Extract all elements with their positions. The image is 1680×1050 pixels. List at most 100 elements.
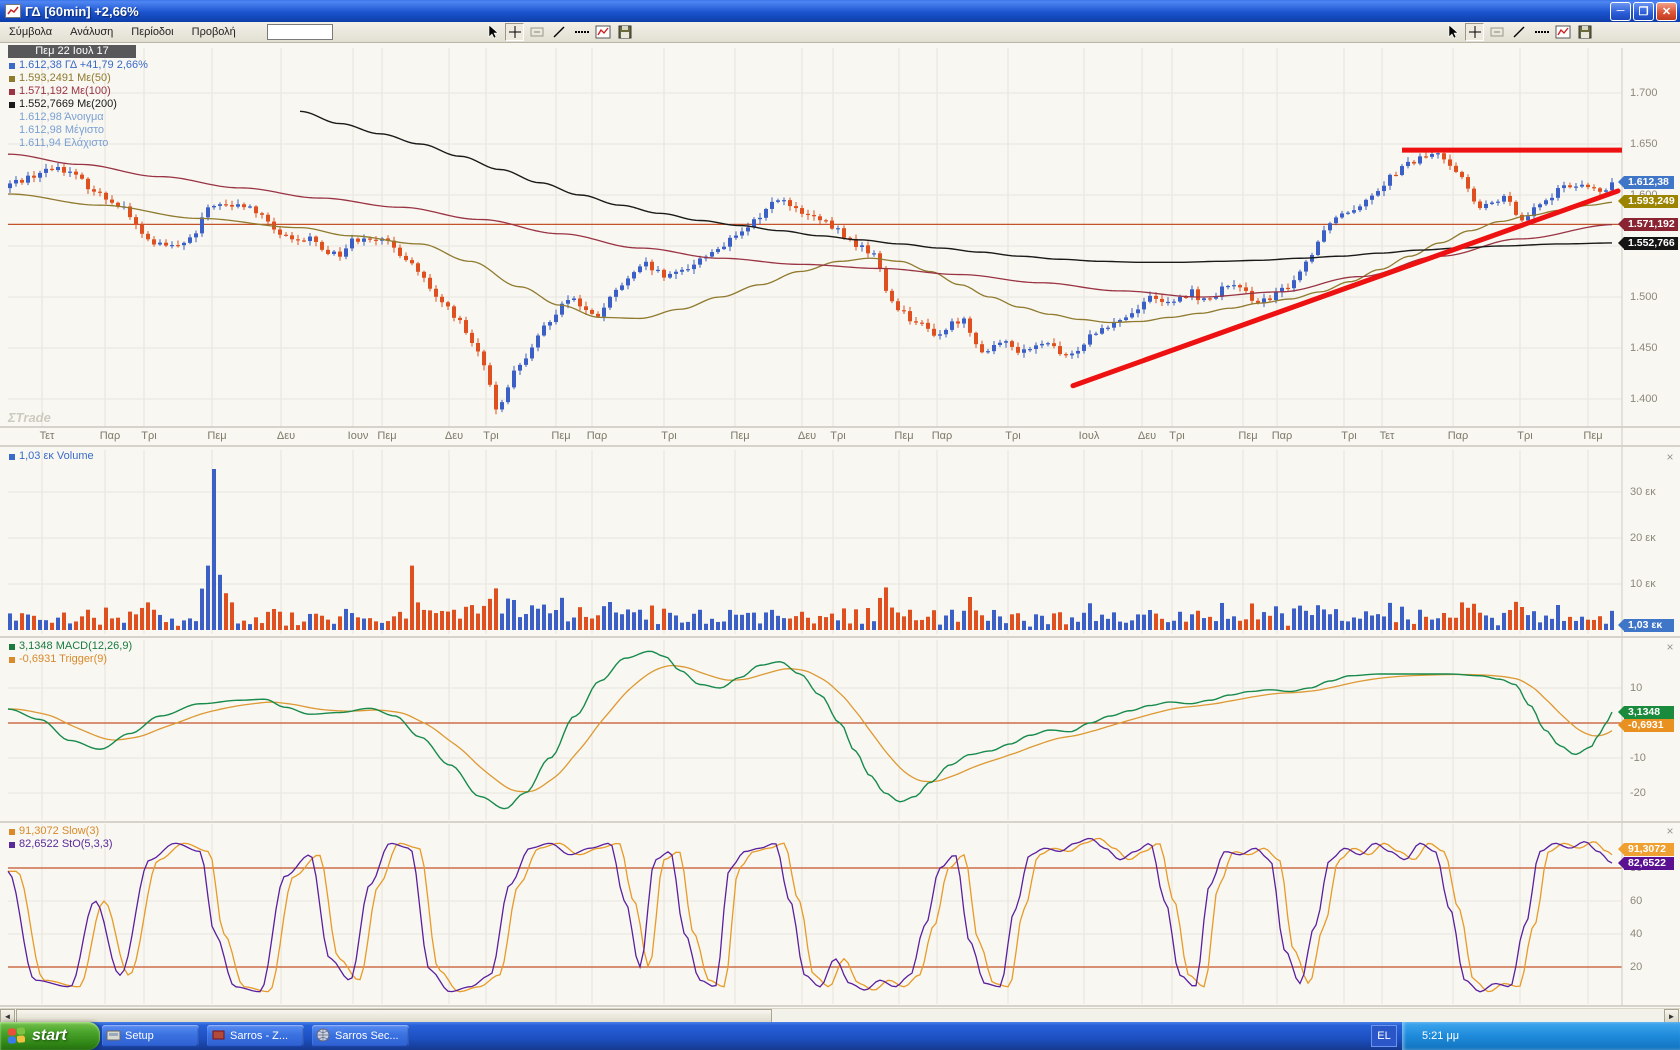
cursor-tool-icon[interactable] bbox=[1443, 23, 1462, 41]
minimize-button[interactable]: ─ bbox=[1610, 1, 1631, 21]
price-axis-tick: 1.650 bbox=[1630, 138, 1658, 150]
save-tool-icon[interactable] bbox=[615, 23, 634, 41]
region-tool-icon[interactable] bbox=[1487, 23, 1506, 41]
price-legend-marker-icon bbox=[9, 101, 15, 108]
scroll-right-button[interactable]: ► bbox=[1664, 1009, 1679, 1023]
volume-axis-tick: 10 εκ bbox=[1630, 578, 1656, 590]
stoch-legend-marker-icon bbox=[9, 841, 15, 848]
x-axis-label: Παρ bbox=[1447, 430, 1469, 442]
x-axis-label: Τρι bbox=[1517, 430, 1533, 442]
volume-legend-marker-icon bbox=[9, 453, 15, 460]
x-axis-label: Ιουλ bbox=[1078, 430, 1100, 442]
price-legend-row: 1.571,192 Με(100) bbox=[8, 85, 111, 98]
toolbar-group-right bbox=[1443, 23, 1594, 41]
symbol-input[interactable] bbox=[266, 24, 333, 40]
x-axis-label: Πεμ bbox=[730, 430, 750, 442]
taskbar-button-2[interactable]: Sarros - Z... bbox=[207, 1025, 304, 1047]
language-indicator[interactable]: EL bbox=[1371, 1025, 1397, 1047]
scroll-left-button[interactable]: ◄ bbox=[0, 1009, 15, 1023]
volume-legend-row: 1,03 εκ Volume bbox=[8, 450, 94, 463]
x-axis-label: Δευ bbox=[276, 430, 296, 442]
x-axis-label: Ιουν bbox=[347, 430, 369, 442]
taskbar-clock: 5:21 μμ bbox=[1422, 1030, 1460, 1042]
region-tool-icon[interactable] bbox=[527, 23, 546, 41]
stoch-axis-tick: 20 bbox=[1630, 961, 1643, 973]
price-axis-tick: 1.400 bbox=[1630, 393, 1658, 405]
volume-panel-close-icon[interactable]: × bbox=[1666, 450, 1674, 464]
price-tag: 1.571,192 bbox=[1618, 217, 1678, 231]
line-tool-icon[interactable] bbox=[1509, 23, 1528, 41]
menu-toolbar: Σύμβολα Ανάλυση Περίοδοι Προβολή bbox=[0, 22, 1680, 43]
window-title: ΓΔ [60min] +2,66% bbox=[25, 3, 139, 19]
cursor-tool-icon[interactable] bbox=[483, 23, 502, 41]
x-axis-label: Πεμ bbox=[894, 430, 914, 442]
menu-item-Ανάλυση[interactable]: Ανάλυση bbox=[70, 26, 114, 38]
chart-canvas[interactable] bbox=[0, 43, 1680, 1008]
macd-tag: -0,6931 bbox=[1618, 718, 1674, 732]
stoch-axis-tick: 40 bbox=[1630, 928, 1643, 940]
x-axis-label: Τετ bbox=[39, 430, 55, 442]
dotted-line-tool-icon[interactable] bbox=[571, 23, 590, 41]
line-tool-icon[interactable] bbox=[549, 23, 568, 41]
crosshair-tool-icon[interactable] bbox=[1465, 23, 1484, 41]
x-axis-label: Πεμ bbox=[1238, 430, 1258, 442]
dotted-line-tool-icon[interactable] bbox=[1531, 23, 1550, 41]
chart-area[interactable]: Πεμ 22 Ιουλ 17 1.612,38 ΓΔ +41,79 2,66% 1.… bbox=[0, 43, 1680, 1008]
price-tag: 1.552,766 bbox=[1618, 236, 1678, 250]
price-legend-row: 1.611,94 Ελάχιστο bbox=[19, 137, 109, 149]
price-tag: 1.593,249 bbox=[1618, 195, 1678, 209]
taskbar-button-1[interactable]: Setup bbox=[102, 1025, 199, 1047]
x-axis-label: Τρι bbox=[661, 430, 677, 442]
save-tool-icon[interactable] bbox=[1575, 23, 1594, 41]
stoch-tag: 91,3072 bbox=[1618, 842, 1674, 856]
scrollbar-thumb[interactable] bbox=[16, 1009, 772, 1023]
globe-icon bbox=[316, 1028, 331, 1045]
price-legend-marker-icon bbox=[9, 62, 15, 69]
taskbar: start Setup Sarros - Z... Sarros Sec... EL… bbox=[0, 1022, 1680, 1050]
price-legend-row: 1.612,98 Μέγιστο bbox=[19, 124, 104, 136]
macd-legend-row: -0,6931 Trigger(9) bbox=[8, 653, 107, 666]
x-axis-label: Τετ bbox=[1379, 430, 1395, 442]
x-axis-label: Παρ bbox=[931, 430, 953, 442]
system-tray: 5:21 μμ bbox=[1402, 1022, 1680, 1050]
title-bar: ΓΔ [60min] +2,66% ─ ❐ ✕ bbox=[0, 0, 1680, 22]
chart-tool-icon[interactable] bbox=[593, 23, 612, 41]
menu-item-Σύμβολα[interactable]: Σύμβολα bbox=[9, 26, 53, 38]
x-axis-label: Παρ bbox=[1271, 430, 1293, 442]
window-chart-icon bbox=[5, 4, 21, 18]
stoch-panel-close-icon[interactable]: × bbox=[1666, 824, 1674, 838]
volume-axis-tick: 20 εκ bbox=[1630, 532, 1656, 544]
chart-tool-icon[interactable] bbox=[1553, 23, 1572, 41]
start-button[interactable]: start bbox=[0, 1022, 100, 1050]
horizontal-scrollbar[interactable]: ◄ ► bbox=[0, 1008, 1680, 1023]
menu-item-Περίοδοι[interactable]: Περίοδοι bbox=[131, 26, 174, 38]
x-axis-label: Πεμ bbox=[1583, 430, 1603, 442]
macd-legend-marker-icon bbox=[9, 656, 15, 663]
stoch-tag: 82,6522 bbox=[1618, 857, 1674, 871]
x-axis-label: Δευ bbox=[797, 430, 817, 442]
x-axis-label: Τρι bbox=[1169, 430, 1185, 442]
price-tag: 1.612,38 bbox=[1618, 175, 1674, 189]
price-axis-tick: 1.500 bbox=[1630, 291, 1658, 303]
price-axis-tick: 1.700 bbox=[1630, 87, 1658, 99]
price-legend-marker-icon bbox=[9, 88, 15, 95]
x-axis-label: Τρι bbox=[830, 430, 846, 442]
close-button[interactable]: ✕ bbox=[1656, 1, 1677, 21]
macd-panel-close-icon[interactable]: × bbox=[1666, 640, 1674, 654]
price-axis-tick: 1.450 bbox=[1630, 342, 1658, 354]
x-axis-label: Παρ bbox=[586, 430, 608, 442]
stoch-legend-row: 91,3072 Slow(3) bbox=[8, 825, 99, 838]
x-axis-label: Τρι bbox=[1005, 430, 1021, 442]
restore-button[interactable]: ❐ bbox=[1633, 1, 1654, 21]
volume-tag: 1,03 εκ bbox=[1618, 618, 1674, 632]
windows-logo-icon bbox=[8, 1027, 26, 1045]
macd-axis-tick: -10 bbox=[1630, 752, 1646, 764]
menu-item-Προβολή[interactable]: Προβολή bbox=[191, 26, 236, 38]
x-axis-label: Τρι bbox=[1341, 430, 1357, 442]
taskbar-button-3[interactable]: Sarros Sec... bbox=[312, 1025, 409, 1047]
stoch-axis-tick: 60 bbox=[1630, 895, 1643, 907]
watermark: ΣTrade bbox=[8, 410, 51, 425]
crosshair-tool-icon[interactable] bbox=[505, 23, 524, 41]
x-axis-label: Παρ bbox=[99, 430, 121, 442]
